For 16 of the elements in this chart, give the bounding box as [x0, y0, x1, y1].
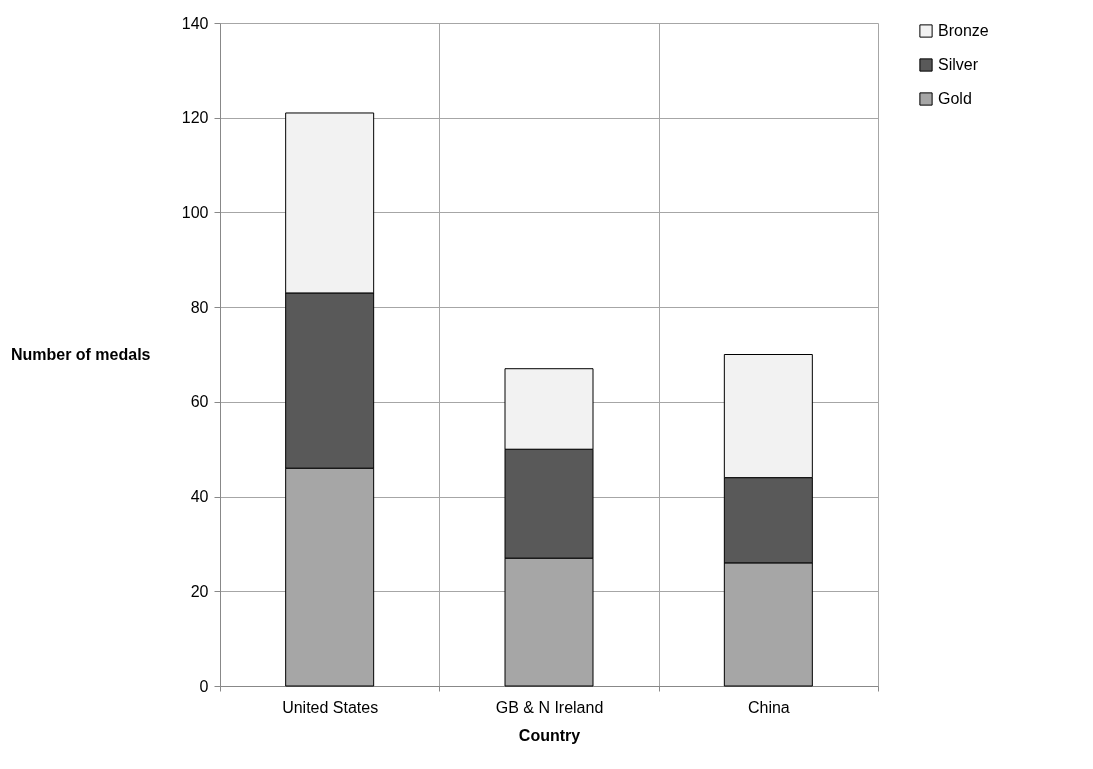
- legend-label: Silver: [938, 56, 979, 73]
- x-tick-label: China: [747, 698, 790, 716]
- y-tick-label: 40: [190, 488, 209, 506]
- y-tick-label: 60: [190, 393, 209, 411]
- y-tick-label: 20: [190, 582, 209, 600]
- x-tick-label: GB & N Ireland: [495, 698, 604, 716]
- legend-label: Bronze: [938, 22, 989, 39]
- y-tick-label: 0: [199, 677, 209, 695]
- x-axis-title: Country: [518, 726, 581, 744]
- x-tick-label: United States: [282, 698, 379, 716]
- y-axis-title: Number of medals: [10, 345, 151, 363]
- y-tick-label: 140: [181, 14, 209, 32]
- legend-label: Gold: [938, 90, 972, 107]
- y-tick-label: 100: [181, 203, 209, 221]
- y-tick-label: 120: [181, 109, 209, 127]
- y-tick-label: 80: [190, 298, 209, 316]
